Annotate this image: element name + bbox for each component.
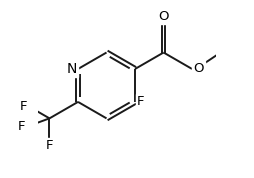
Text: F: F bbox=[20, 100, 27, 112]
Text: F: F bbox=[46, 139, 53, 152]
Text: F: F bbox=[137, 95, 144, 108]
Text: O: O bbox=[193, 62, 203, 75]
Text: O: O bbox=[158, 10, 169, 23]
Text: N: N bbox=[66, 62, 77, 76]
Text: F: F bbox=[18, 120, 25, 133]
